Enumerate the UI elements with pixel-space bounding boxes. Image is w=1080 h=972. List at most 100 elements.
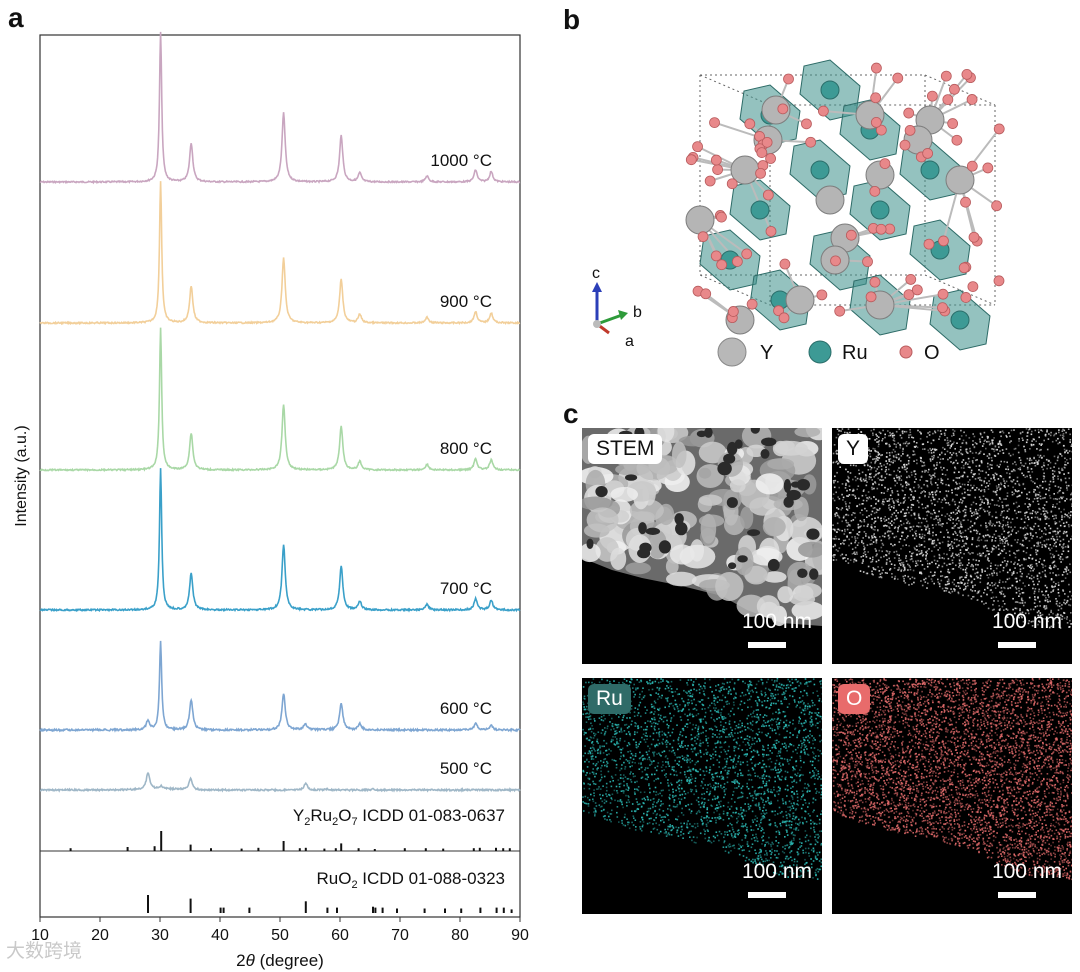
signal-pixel bbox=[877, 499, 880, 502]
signal-pixel bbox=[623, 816, 626, 819]
signal-pixel bbox=[976, 512, 978, 515]
signal-pixel bbox=[946, 437, 949, 439]
signal-pixel bbox=[911, 436, 913, 439]
signal-pixel bbox=[759, 854, 762, 856]
signal-pixel bbox=[641, 755, 643, 758]
signal-pixel bbox=[672, 791, 674, 793]
signal-pixel bbox=[727, 692, 730, 695]
signal-pixel bbox=[881, 535, 884, 537]
signal-pixel bbox=[887, 535, 890, 537]
signal-pixel bbox=[1009, 476, 1011, 478]
signal-pixel bbox=[739, 761, 742, 763]
signal-pixel bbox=[1042, 566, 1044, 569]
signal-pixel bbox=[1066, 573, 1069, 575]
signal-pixel bbox=[1024, 503, 1026, 505]
signal-pixel bbox=[784, 725, 787, 727]
signal-pixel bbox=[986, 498, 989, 501]
signal-pixel bbox=[1002, 524, 1004, 526]
signal-pixel bbox=[1043, 477, 1045, 480]
signal-pixel bbox=[1052, 612, 1054, 615]
signal-pixel bbox=[1035, 563, 1038, 565]
signal-pixel bbox=[632, 738, 635, 741]
signal-pixel bbox=[960, 576, 963, 578]
o-atom bbox=[949, 83, 960, 95]
signal-pixel bbox=[991, 548, 994, 550]
signal-pixel bbox=[837, 463, 839, 465]
signal-pixel bbox=[934, 431, 937, 434]
signal-pixel bbox=[1019, 568, 1022, 570]
signal-pixel bbox=[875, 473, 877, 476]
signal-pixel bbox=[900, 568, 903, 571]
signal-pixel bbox=[901, 562, 903, 564]
grain bbox=[763, 571, 787, 583]
signal-pixel bbox=[1030, 443, 1033, 446]
signal-pixel bbox=[653, 760, 655, 762]
signal-pixel bbox=[758, 762, 761, 764]
signal-pixel bbox=[653, 713, 655, 715]
signal-pixel bbox=[915, 533, 917, 535]
signal-pixel bbox=[778, 722, 781, 724]
o-atom bbox=[726, 178, 738, 190]
signal-pixel bbox=[673, 708, 676, 711]
signal-pixel bbox=[658, 752, 660, 755]
signal-pixel bbox=[1022, 483, 1025, 486]
signal-pixel bbox=[1049, 600, 1051, 603]
signal-pixel bbox=[873, 466, 876, 469]
signal-pixel bbox=[961, 536, 963, 538]
signal-pixel bbox=[1026, 475, 1028, 478]
signal-pixel bbox=[877, 436, 880, 438]
signal-pixel bbox=[911, 558, 913, 560]
signal-pixel bbox=[766, 721, 769, 723]
signal-pixel bbox=[891, 436, 894, 438]
signal-pixel bbox=[761, 694, 763, 696]
signal-pixel bbox=[834, 479, 837, 482]
signal-pixel bbox=[1043, 497, 1046, 499]
signal-pixel bbox=[1028, 540, 1031, 542]
signal-pixel bbox=[1036, 493, 1039, 496]
signal-pixel bbox=[879, 462, 882, 465]
signal-pixel bbox=[883, 501, 885, 503]
signal-pixel bbox=[635, 688, 637, 691]
signal-pixel bbox=[653, 705, 655, 707]
signal-pixel bbox=[613, 789, 616, 792]
signal-pixel bbox=[633, 715, 636, 717]
signal-pixel bbox=[757, 696, 760, 699]
signal-pixel bbox=[797, 746, 799, 749]
signal-pixel bbox=[751, 737, 754, 740]
signal-pixel bbox=[717, 807, 719, 810]
signal-pixel bbox=[984, 497, 987, 500]
signal-pixel bbox=[845, 468, 847, 471]
signal-pixel bbox=[923, 461, 925, 464]
signal-pixel bbox=[875, 511, 878, 514]
signal-pixel bbox=[1045, 605, 1048, 607]
signal-pixel bbox=[1037, 428, 1040, 431]
signal-pixel bbox=[1047, 601, 1049, 603]
signal-pixel bbox=[930, 482, 932, 484]
signal-pixel bbox=[886, 462, 889, 465]
signal-pixel bbox=[733, 687, 735, 690]
signal-pixel bbox=[1026, 497, 1028, 500]
signal-pixel bbox=[962, 568, 964, 571]
signal-pixel bbox=[849, 559, 852, 561]
signal-pixel bbox=[1015, 581, 1018, 583]
signal-pixel bbox=[729, 822, 732, 825]
signal-pixel bbox=[795, 822, 797, 825]
signal-pixel bbox=[734, 771, 736, 774]
signal-pixel bbox=[1055, 603, 1058, 605]
signal-pixel bbox=[1029, 462, 1031, 465]
signal-pixel bbox=[632, 773, 634, 775]
signal-pixel bbox=[849, 464, 852, 467]
signal-pixel bbox=[1011, 491, 1014, 493]
signal-pixel bbox=[674, 754, 676, 756]
pore bbox=[675, 521, 688, 536]
signal-pixel bbox=[971, 537, 974, 539]
signal-pixel bbox=[1048, 613, 1050, 616]
signal-pixel bbox=[1064, 463, 1066, 466]
signal-pixel bbox=[1051, 535, 1054, 538]
signal-pixel bbox=[804, 728, 807, 731]
signal-pixel bbox=[934, 449, 936, 452]
signal-pixel bbox=[1068, 525, 1070, 528]
signal-pixel bbox=[1071, 484, 1072, 487]
signal-pixel bbox=[600, 788, 602, 790]
signal-pixel bbox=[858, 472, 861, 475]
